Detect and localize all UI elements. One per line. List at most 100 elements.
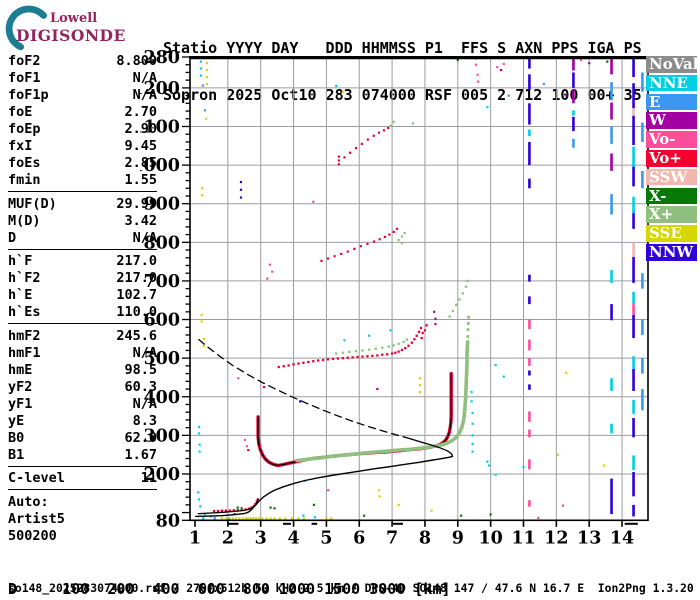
param-row: h`Es 110.0 <box>8 304 157 321</box>
svg-text:400: 400 <box>143 388 180 408</box>
param-value: N/A <box>132 70 157 86</box>
svg-text:8: 8 <box>419 528 431 548</box>
svg-text:5: 5 <box>320 528 332 548</box>
param-value: 11 <box>140 470 157 486</box>
param-label: D <box>8 229 17 246</box>
param-row: foF1p N/A <box>8 87 157 104</box>
param-row: yE 8.3 <box>8 413 157 430</box>
ionogram-header: Statio YYYY DAY DDD HHMMSS P1 FFS S AXN … <box>163 10 642 134</box>
param-label: foEs <box>8 155 41 171</box>
legend-item-vo: Vo- <box>646 131 697 148</box>
param-row: Artist5 <box>8 511 157 528</box>
param-label: hmE <box>8 361 33 378</box>
svg-text:600: 600 <box>143 311 180 331</box>
param-value: 98.5 <box>124 361 157 378</box>
param-row: foF1 N/A <box>8 70 157 87</box>
svg-text:800: 800 <box>143 233 180 253</box>
param-value: 2.85 <box>124 155 157 171</box>
separator-line <box>8 191 157 192</box>
separator-line <box>8 323 157 324</box>
svg-text:300: 300 <box>143 426 180 446</box>
param-label: foEp <box>8 121 41 137</box>
param-row: D N/A <box>8 230 157 247</box>
param-label: fxI <box>8 138 33 154</box>
param-row: C-level 11 <box>8 470 157 487</box>
legend-item-nne: NNE <box>646 75 697 92</box>
legend-item-x: X- <box>646 188 697 205</box>
param-value: 102.7 <box>116 287 157 303</box>
param-value: N/A <box>132 344 157 361</box>
svg-text:80: 80 <box>156 511 180 531</box>
param-row: foE 2.70 <box>8 104 157 121</box>
svg-text:14: 14 <box>610 528 634 548</box>
param-row: yF1 N/A <box>8 396 157 413</box>
param-value: 29.99 <box>116 195 157 212</box>
param-value: 110.0 <box>116 304 157 320</box>
svg-text:7: 7 <box>386 528 398 548</box>
param-row: h`F 217.0 <box>8 253 157 270</box>
param-value: 8.3 <box>132 412 157 429</box>
param-value: N/A <box>132 229 157 246</box>
separator-line <box>8 248 157 250</box>
param-value: 245.6 <box>116 327 157 344</box>
param-row: 500200 <box>8 528 157 545</box>
param-label: h`F2 <box>8 270 41 286</box>
parameter-panel: foF2 8.800 foF1 N/A foF1p N/A foE 2.70 foEp 2.90 f… <box>8 53 157 545</box>
param-row: MUF(D) 29.99 <box>8 196 157 213</box>
digisonde-arc-icon <box>5 5 47 51</box>
param-row: B1 1.67 <box>8 447 157 464</box>
status-line: so148_2025283074000.rsf / 270fx512h 50 k… <box>8 581 694 595</box>
param-label: Artist5 <box>8 510 65 527</box>
param-label: 500200 <box>8 527 57 544</box>
svg-text:3: 3 <box>255 528 267 548</box>
svg-text:4: 4 <box>287 528 299 548</box>
legend-item-nnw: NNW <box>646 244 697 261</box>
param-row: foEp 2.90 <box>8 121 157 138</box>
muf-distance-table: D 100 200 400 600 800 1000 1500 3000 [km… <box>8 548 460 600</box>
param-label: h`E <box>8 287 33 303</box>
header-values-line: Sopron 2025 Oct10 283 074000 RSF 005 2 7… <box>163 85 642 104</box>
param-row: foF2 8.800 <box>8 53 157 70</box>
param-value: 217.0 <box>116 253 157 269</box>
svg-text:200: 200 <box>143 465 180 485</box>
svg-text:1100: 1100 <box>140 117 180 137</box>
param-row: hmF2 245.6 <box>8 328 157 345</box>
legend-item-x: X+ <box>646 206 697 223</box>
logo-lowell-text: Lowell <box>50 11 98 26</box>
svg-text:2: 2 <box>222 528 234 548</box>
param-value: 62.0 <box>124 429 157 446</box>
distance-row: D 100 200 400 600 800 1000 1500 3000 [km… <box>8 580 451 598</box>
param-value: 1.55 <box>124 172 157 188</box>
svg-text:9: 9 <box>452 528 464 548</box>
param-label: yE <box>8 412 25 429</box>
separator-line <box>8 465 157 467</box>
param-label: foF1 <box>8 70 41 86</box>
param-value: 9.45 <box>124 138 157 154</box>
legend-item-e: E <box>646 94 697 111</box>
param-label: foE <box>8 104 33 120</box>
param-label: h`F <box>8 253 33 269</box>
param-value: 60.3 <box>124 378 157 395</box>
param-label: B1 <box>8 446 25 463</box>
param-value: 1.67 <box>124 446 157 463</box>
svg-text:11: 11 <box>511 528 535 548</box>
param-row: hmE 98.5 <box>8 362 157 379</box>
param-label: MUF(D) <box>8 195 57 212</box>
param-row: B0 62.0 <box>8 430 157 447</box>
param-value: 217.0 <box>116 270 157 286</box>
param-label: foF2 <box>8 53 41 69</box>
digisonde-logo: Lowell DIGISONDE <box>4 2 134 52</box>
legend-item-w: W <box>646 112 697 129</box>
param-value: 8.800 <box>116 53 157 69</box>
param-label: hmF1 <box>8 344 41 361</box>
param-value: 2.90 <box>124 121 157 137</box>
header-fields-line: Statio YYYY DAY DDD HHMMSS P1 FFS S AXN … <box>163 39 642 57</box>
svg-text:1: 1 <box>189 528 201 548</box>
svg-text:500: 500 <box>143 349 180 369</box>
legend-item-sse: SSE <box>646 225 697 242</box>
svg-text:1280: 1280 <box>140 48 180 68</box>
param-value: 2.70 <box>124 104 157 120</box>
param-label: M(D) <box>8 212 41 229</box>
param-value: N/A <box>132 395 157 412</box>
